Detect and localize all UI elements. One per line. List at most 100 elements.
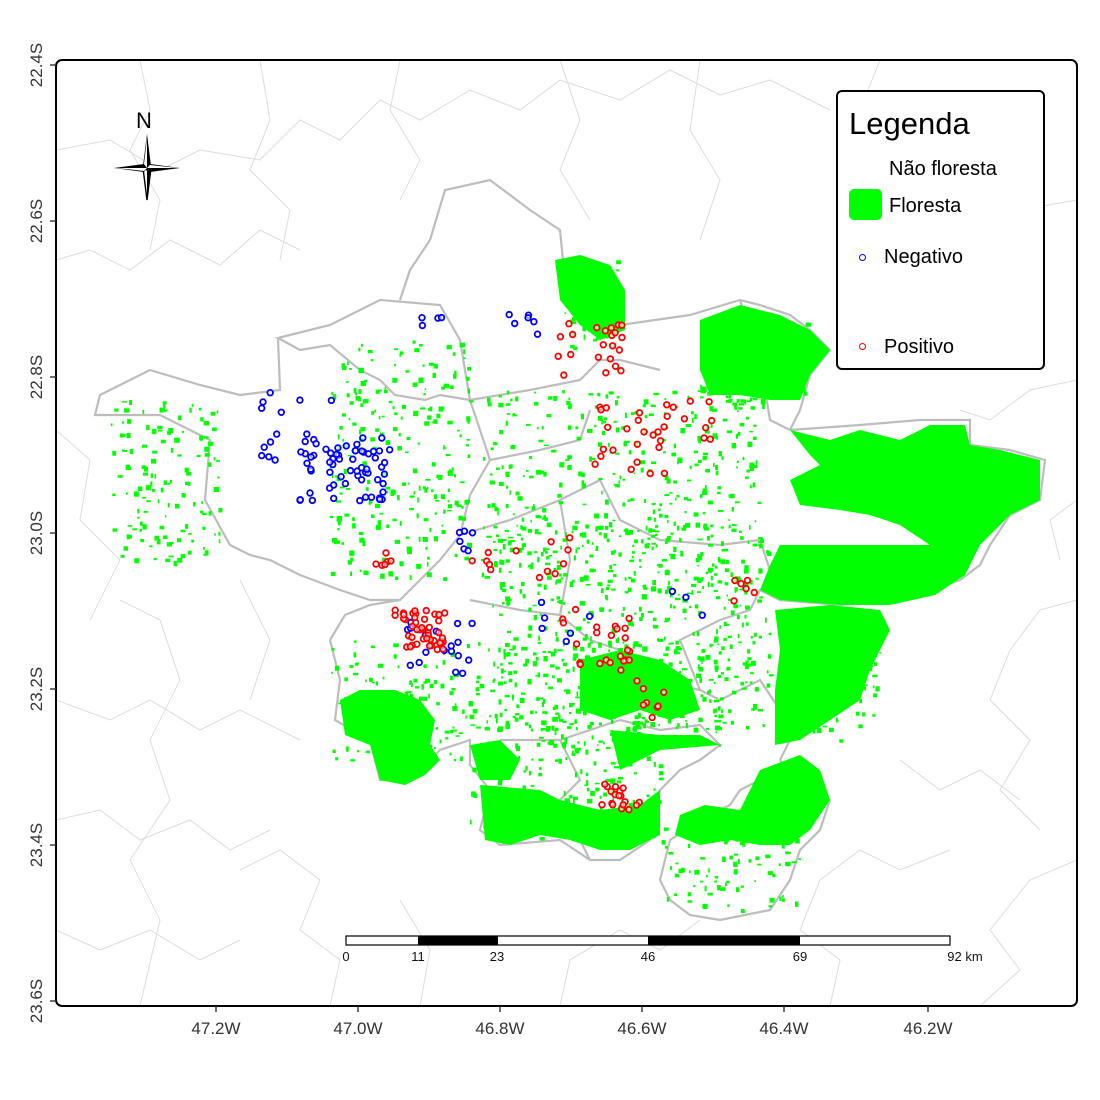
forest-speckle — [555, 637, 559, 642]
forest-speckle — [202, 526, 206, 530]
forest-speckle — [492, 754, 496, 757]
forest-speckle — [718, 714, 724, 719]
forest-speckle — [700, 829, 703, 832]
forest-speckle — [768, 674, 774, 677]
negative-sample-point — [301, 437, 309, 446]
forest-speckle — [778, 863, 781, 866]
forest-speckle — [624, 748, 628, 751]
forest-speckle — [700, 390, 706, 394]
forest-speckle — [413, 491, 415, 495]
forest-speckle — [198, 407, 202, 411]
forest-speckle — [548, 555, 553, 557]
forest-speckle — [683, 497, 688, 501]
positive-sample-point — [435, 610, 443, 619]
negative-sample-point — [406, 661, 414, 669]
forest-speckle — [605, 779, 611, 782]
forest-speckle — [587, 288, 593, 291]
forest-speckle — [513, 637, 519, 641]
forest-speckle — [677, 593, 680, 596]
forest-speckle — [426, 486, 429, 490]
forest-speckle — [622, 682, 628, 685]
forest-speckle — [859, 698, 862, 704]
forest-speckle — [714, 573, 718, 576]
positive-sample-point — [425, 642, 434, 650]
forest-speckle — [509, 490, 511, 495]
forest-speckle — [590, 791, 595, 797]
forest-speckle — [362, 705, 368, 710]
positive-sample-point — [568, 330, 577, 339]
forest-speckle — [670, 532, 674, 535]
forest-speckle — [736, 399, 740, 403]
forest-speckle — [184, 467, 189, 473]
forest-speckle — [682, 668, 688, 671]
forest-speckle — [609, 522, 613, 528]
forest-speckle — [501, 465, 504, 469]
forest-speckle — [557, 649, 563, 652]
forest-speckle — [568, 404, 572, 410]
forest-speckle — [388, 400, 393, 404]
forest-speckle — [122, 421, 125, 424]
forest-speckle — [191, 539, 195, 543]
forest-speckle — [410, 683, 413, 688]
forest-speckle — [705, 571, 709, 575]
forest-speckle — [346, 381, 349, 383]
forest-speckle — [168, 555, 174, 558]
forest-speckle — [500, 760, 503, 764]
forest-speckle — [625, 696, 630, 699]
forest-speckle — [850, 702, 852, 705]
forest-speckle — [204, 446, 210, 452]
forest-speckle — [596, 282, 600, 285]
forest-speckle — [368, 677, 373, 682]
forest-speckle — [698, 668, 701, 672]
negative-sample-point — [326, 458, 334, 466]
forest-speckle — [769, 897, 775, 903]
forest-speckle — [615, 452, 620, 455]
forest-speckle — [664, 827, 669, 831]
forest-speckle — [545, 551, 548, 554]
forest-speckle — [330, 515, 334, 518]
forest-speckle — [180, 554, 186, 559]
forest-speckle — [178, 415, 182, 420]
forest-speckle — [845, 692, 848, 698]
forest-speckle — [680, 713, 685, 718]
forest-speckle — [162, 535, 168, 539]
forest-speckle — [713, 590, 718, 592]
forest-speckle — [344, 513, 350, 517]
forest-speckle — [154, 535, 160, 541]
forest-speckle — [420, 407, 426, 410]
forest-speckle — [615, 400, 618, 406]
forest-speckle — [584, 678, 587, 683]
forest-speckle — [699, 666, 704, 672]
forest-speckle — [685, 569, 687, 574]
forest-speckle — [873, 693, 878, 698]
legend-dot-negative — [859, 254, 866, 261]
forest-speckle — [740, 399, 745, 403]
positive-sample-point — [597, 452, 605, 460]
forest-speckle — [636, 726, 642, 730]
forest-speckle — [384, 754, 389, 758]
negative-sample-point — [342, 442, 350, 450]
forest-speckle — [584, 267, 587, 272]
forest-speckle — [571, 579, 575, 583]
forest-speckle — [627, 499, 631, 502]
forest-speckle — [697, 655, 700, 660]
forest-speckle — [417, 442, 420, 445]
forest-speckle — [488, 715, 492, 718]
forest-speckle — [413, 410, 419, 417]
forest-speckle — [608, 569, 614, 573]
forest-speckle — [146, 425, 150, 431]
forest-speckle — [757, 863, 762, 866]
forest-speckle — [724, 677, 729, 681]
positive-sample-point — [737, 580, 745, 588]
forest-speckle — [655, 830, 659, 835]
positive-sample-point — [615, 791, 623, 800]
forest-speckle — [874, 654, 877, 657]
forest-speckle — [571, 826, 575, 830]
negative-sample-point — [358, 447, 366, 455]
negative-sample-point — [341, 479, 350, 488]
forest-speckle — [365, 750, 371, 754]
forest-speckle — [445, 454, 451, 457]
forest-speckle — [415, 686, 420, 689]
forest-speckle — [768, 905, 773, 908]
forest-speckle — [425, 756, 428, 760]
